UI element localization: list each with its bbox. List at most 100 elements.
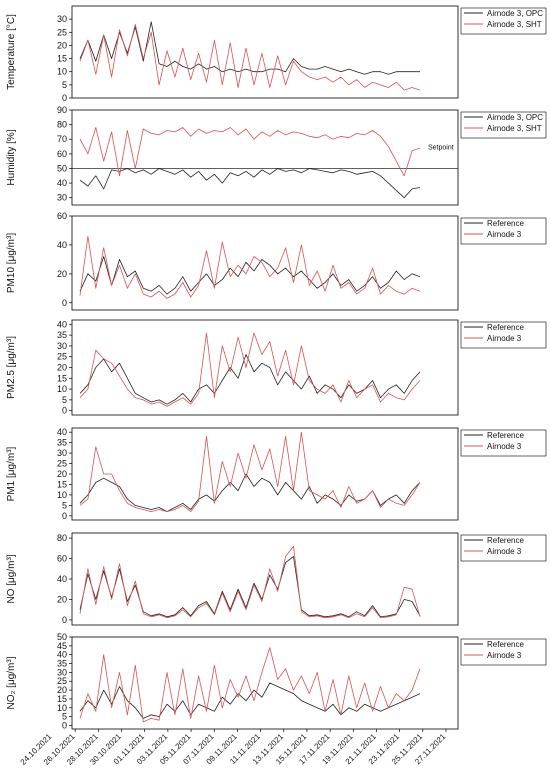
legend-label: Airnode 3	[487, 334, 522, 343]
y-tick-label: 15	[57, 479, 67, 489]
plot-frame	[71, 427, 459, 521]
y-tick-label: 15	[57, 373, 67, 383]
y-tick-label: 90	[57, 105, 67, 115]
y-tick-label: 70	[57, 134, 67, 144]
legend-box	[460, 429, 547, 457]
series-line-2	[79, 647, 421, 723]
panel-3: 0 20 40 60 PM10 [μg/m³] Reference Airnode 3	[6, 211, 547, 311]
series-line-2	[79, 332, 421, 407]
plot-frame	[71, 636, 459, 730]
y-tick-label: 0	[62, 406, 67, 416]
y-axis-label: NO₂ [μg/m³]	[6, 656, 17, 709]
y-tick-label: 20	[57, 469, 67, 479]
plot-frame	[71, 109, 459, 206]
legend-label: Airnode 3, OPC	[487, 113, 543, 122]
legend-label: Airnode 3	[487, 230, 522, 239]
legend-box	[460, 111, 547, 139]
legend-label: Airnode 3	[487, 651, 522, 660]
y-tick-label: 30	[57, 667, 67, 677]
y-tick-label: 20	[57, 594, 67, 604]
legend-label: Reference	[487, 536, 524, 545]
series-line-2	[79, 235, 421, 299]
y-axis-label: Temperature [°C]	[6, 14, 17, 90]
y-tick-label: 0	[62, 298, 67, 308]
panel-2: 30 40 50 60 70 80 90 Humidity [%] Setpoint Airnod…	[6, 105, 547, 206]
y-tick-label: 80	[57, 120, 67, 130]
y-tick-label: 5	[62, 500, 67, 510]
y-tick-label: 40	[57, 178, 67, 188]
series-line-2	[79, 23, 421, 91]
y-tick-label: 10	[57, 703, 67, 713]
legend-box	[460, 217, 547, 245]
series-line-1	[79, 256, 421, 295]
y-tick-label: 15	[57, 54, 67, 64]
legend-box	[460, 534, 547, 562]
y-tick-label: 40	[57, 574, 67, 584]
y-tick-label: 60	[57, 554, 67, 564]
panel-6: 0 20 40 60 80 NO [μg/m³] Reference Airnode 3	[6, 532, 547, 626]
series-line-2	[79, 431, 421, 513]
y-tick-label: 10	[57, 490, 67, 500]
plot-frame	[71, 215, 459, 311]
plot-frame	[71, 319, 459, 416]
legend-label: Reference	[487, 219, 524, 228]
legend-label: Airnode 3, OPC	[487, 9, 543, 18]
y-tick-label: 20	[57, 40, 67, 50]
y-axis-label: NO [μg/m³]	[6, 554, 17, 603]
legend-box	[460, 7, 547, 35]
y-tick-label: 30	[57, 14, 67, 24]
y-tick-label: 25	[57, 352, 67, 362]
series-line-1	[79, 354, 421, 405]
y-axis-label: PM1 [μg/m³]	[6, 446, 17, 501]
y-tick-label: 35	[57, 659, 67, 669]
y-tick-label: 60	[57, 211, 67, 221]
y-axis-label: PM2.5 [μg/m³]	[6, 336, 17, 399]
y-tick-label: 0	[62, 93, 67, 103]
y-tick-label: 5	[62, 712, 67, 722]
y-tick-label: 40	[57, 240, 67, 250]
y-tick-label: 30	[57, 341, 67, 351]
y-tick-label: 40	[57, 319, 67, 329]
legend-label: Airnode 3, SHT	[487, 124, 542, 133]
series-line-1	[79, 21, 420, 75]
y-tick-label: 40	[57, 427, 67, 437]
y-tick-label: 10	[57, 67, 67, 77]
legend-label: Reference	[487, 323, 524, 332]
y-tick-label: 25	[57, 459, 67, 469]
legend-label: Airnode 3	[487, 547, 522, 556]
y-tick-label: 0	[62, 720, 67, 730]
y-tick-label: 20	[57, 269, 67, 279]
plot-frame	[71, 532, 459, 626]
series-line-2	[79, 127, 421, 177]
y-tick-label: 30	[57, 193, 67, 203]
series-line-1	[79, 556, 421, 618]
y-tick-label: 20	[57, 685, 67, 695]
y-tick-label: 25	[57, 676, 67, 686]
plot-frame	[71, 5, 459, 99]
series-line-1	[79, 473, 421, 513]
y-tick-label: 40	[57, 650, 67, 660]
series-line-2	[79, 545, 421, 619]
panel-1: 0 5 10 15 20 25 30 Temperature [°C] Airnode 3, O…	[6, 5, 547, 103]
series-line-1	[79, 168, 421, 199]
y-tick-label: 5	[62, 395, 67, 405]
y-tick-label: 45	[57, 641, 67, 651]
y-tick-label: 10	[57, 384, 67, 394]
legend-label: Reference	[487, 640, 524, 649]
y-axis-label: Humidity [%]	[6, 129, 17, 185]
y-tick-label: 50	[57, 632, 67, 642]
y-tick-label: 15	[57, 694, 67, 704]
y-tick-label: 60	[57, 149, 67, 159]
y-tick-label: 25	[57, 27, 67, 37]
y-tick-label: 0	[62, 511, 67, 521]
y-tick-label: 20	[57, 363, 67, 373]
legend-box	[460, 321, 547, 349]
y-tick-label: 30	[57, 448, 67, 458]
legend-box	[460, 638, 547, 666]
y-tick-label: 80	[57, 533, 67, 543]
legend-label: Airnode 3	[487, 442, 522, 451]
y-tick-label: 35	[57, 438, 67, 448]
